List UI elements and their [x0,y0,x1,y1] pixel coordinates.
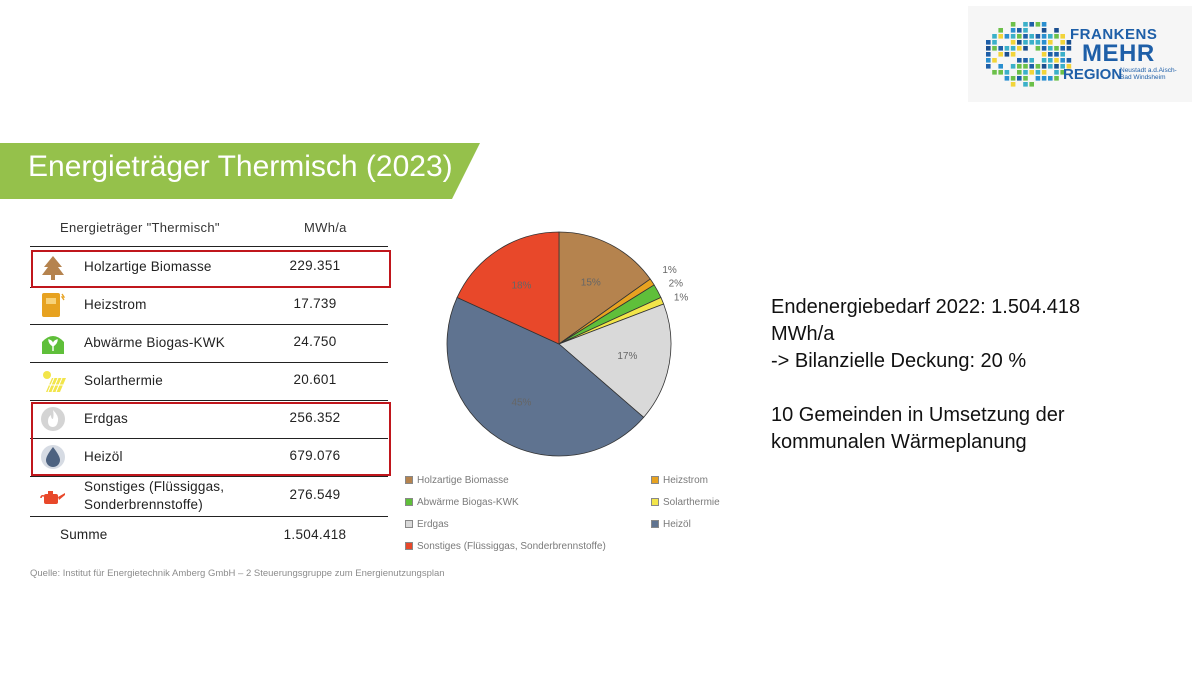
table-row: Heizstrom 17.739 [30,286,388,325]
table-value: 20.601 [293,372,337,387]
logo-line-3: REGION [1063,66,1123,83]
table-value: 276.549 [289,487,341,502]
table-label: Heizöl [84,449,123,464]
table-label: Sonstiges (Flüssiggas, Sonderbrennstoffe… [84,479,225,512]
legend-item: Abwärme Biogas-KWK [405,497,519,508]
table-value: 229.351 [289,258,341,273]
solar-panel-icon [43,371,66,393]
pie-slice [446,296,645,457]
pie-data-label: 1% [674,293,689,304]
sum-value: 1.504.418 [283,527,347,542]
table-label: Heizstrom [84,297,147,312]
pie-slice [558,231,651,345]
summary-line: Endenergiebedarf 2022: 1.504.418 [771,296,1081,318]
table-row: Erdgas 256.352 [30,400,388,439]
pie-data-label: 18% [511,281,531,292]
table-label: Abwärme Biogas-KWK [84,335,225,350]
pie-data-label: 45% [511,397,531,408]
pie-data-label: 17% [617,351,637,362]
legend-item: Holzartige Biomasse [405,475,509,486]
legend-swatch [405,542,413,550]
summary-line: MWh/a [771,323,835,345]
legend-swatch [651,476,659,484]
legend-label: Heizstrom [663,475,709,486]
logo-subtitle: Neustadt a.d.Aisch-Bad Windsheim [1120,67,1177,81]
pie-chart: 15% 1% 2% 1% 17% 45% 18% [446,231,689,457]
legend-swatch [405,476,413,484]
legend-item: Erdgas [405,519,449,530]
frankens-mehr-region-logo: FRANKENS MEHR REGION Neustadt a.d.Aisch-… [968,6,1192,102]
table-value: 24.750 [293,334,337,349]
legend-label: Holzartige Biomasse [417,475,509,486]
table-row: Solarthermie 20.601 [30,362,388,401]
table-label: Holzartige Biomasse [84,259,212,274]
table-value: 17.739 [293,296,337,311]
sum-label: Summe [60,527,108,542]
legend-swatch [405,520,413,528]
table-value: 679.076 [289,448,341,463]
legend-item: Solarthermie [651,497,720,508]
pie-slice [456,231,560,345]
pie-data-label: 15% [581,277,601,288]
legend-swatch [651,520,659,528]
legend-swatch [405,498,413,506]
highlight-box-biomasse [31,250,391,288]
table-header-unit: MWh/a [304,220,347,235]
table-value: 256.352 [289,410,341,425]
table-label: Solarthermie [84,373,163,388]
logo-mosaic-icon [986,22,1072,87]
legend-label: Erdgas [417,519,449,530]
table-label: Erdgas [84,411,128,426]
biogas-plant-icon [42,336,64,354]
source-note: Quelle: Institut für Energietechnik Ambe… [30,568,445,579]
table-header-source: Energieträger "Thermisch" [60,220,220,235]
table-row: Sonstiges (Flüssiggas, Sonderbrennstoffe… [30,476,388,517]
legend-swatch [651,498,659,506]
table-row: Heizöl 679.076 [30,438,388,477]
spacer [771,375,1171,402]
table-sum-row: Summe 1.504.418 [30,516,388,554]
gas-flame-icon [41,407,65,431]
summary-line: 10 Gemeinden in Umsetzung der [771,404,1065,426]
oil-can-icon [40,491,65,504]
page-title: Energieträger Thermisch (2023) [28,150,453,183]
legend-item: Heizöl [651,519,691,530]
legend-label: Heizöl [663,519,691,530]
pie-data-label: 1% [662,265,677,276]
title-banner [0,143,480,199]
logo-line-1: FRANKENS [1070,26,1158,43]
highlight-box-erdgas-heizoel [31,402,391,476]
summary-text: Endenergiebedarf 2022: 1.504.418 MWh/a -… [771,294,1171,456]
logo-line-2: MEHR [1082,40,1155,67]
legend-item: Sonstiges (Flüssiggas, Sonderbrennstoffe… [405,541,606,552]
legend-item: Heizstrom [651,475,708,486]
legend-label: Sonstiges (Flüssiggas, Sonderbrennstoffe… [417,541,606,552]
table-row: Abwärme Biogas-KWK 24.750 [30,324,388,363]
tree-icon [42,256,64,280]
summary-line: kommunalen Wärmeplanung [771,431,1027,453]
heating-socket-icon [42,293,66,317]
pie-slice [558,303,672,418]
pie-data-label: 2% [669,279,684,290]
oil-drop-icon [41,445,65,469]
legend-label: Abwärme Biogas-KWK [417,497,519,508]
summary-line: -> Bilanzielle Deckung: 20 % [771,350,1027,372]
legend-label: Solarthermie [663,497,720,508]
